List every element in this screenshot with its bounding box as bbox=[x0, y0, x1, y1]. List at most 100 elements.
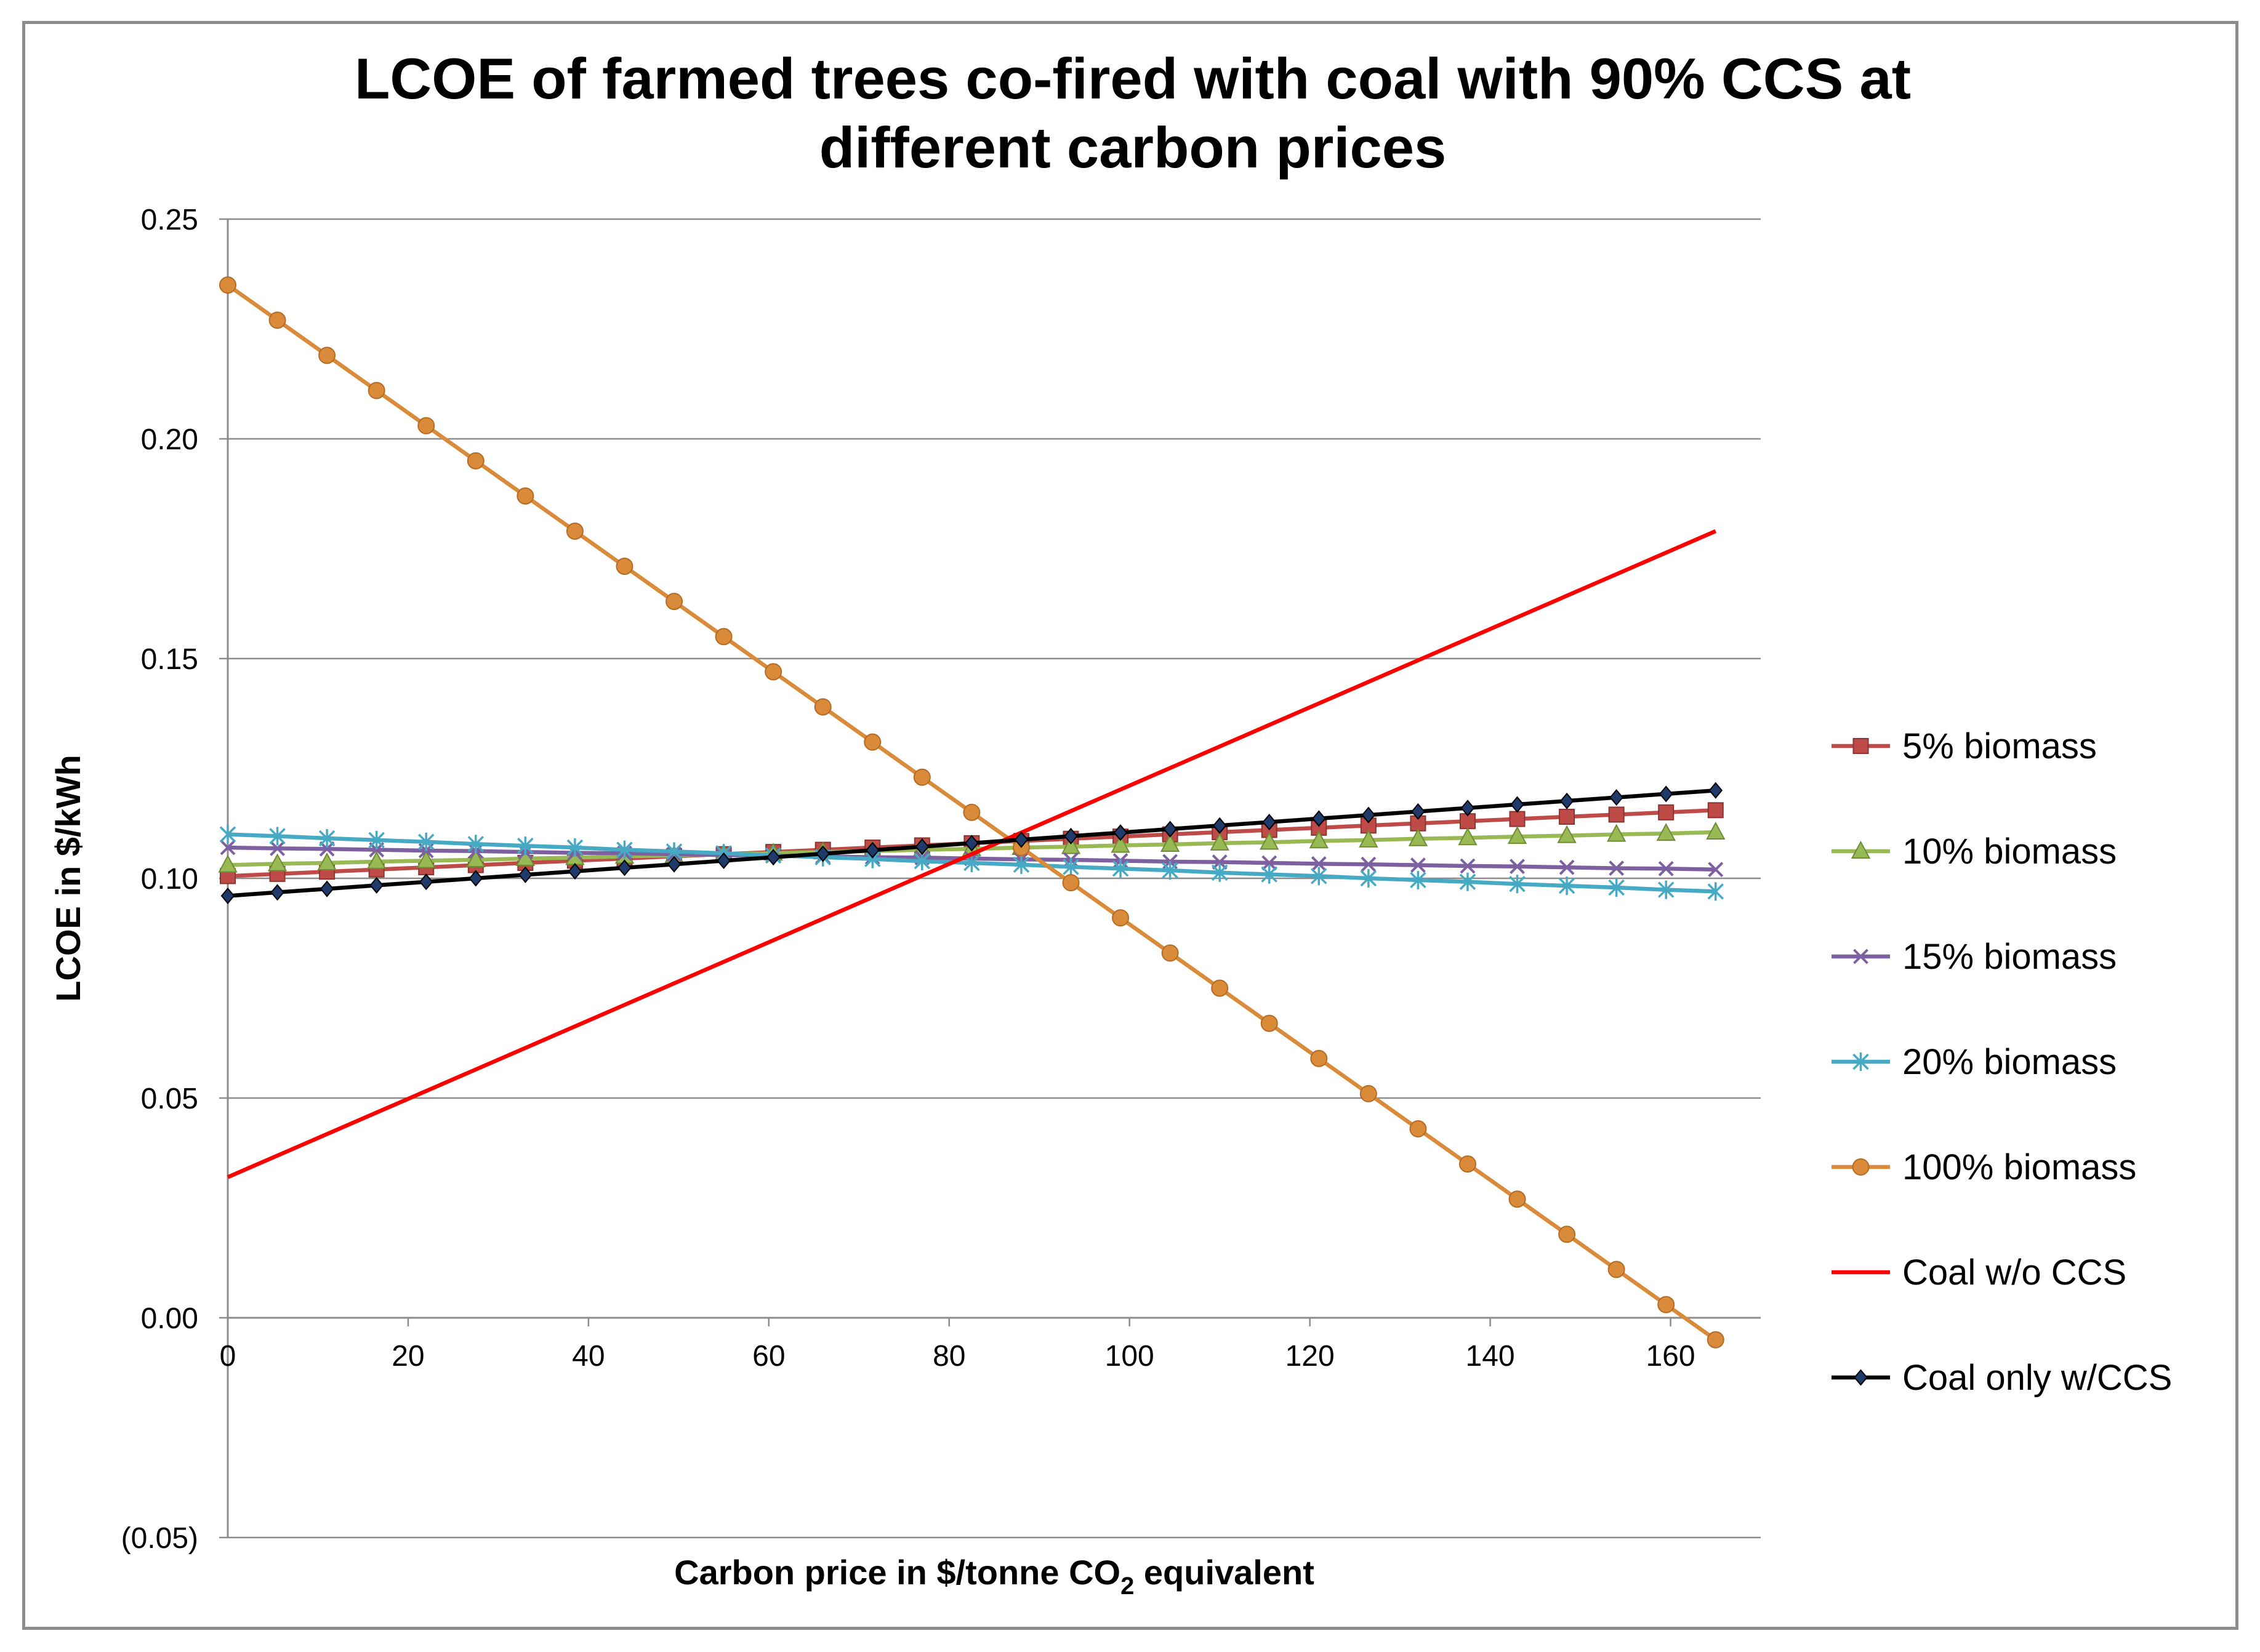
data-point-100pct-biomass bbox=[1558, 1225, 1576, 1243]
data-point-20pct-biomass bbox=[1707, 882, 1724, 901]
x-tick-label: 140 bbox=[1466, 1340, 1515, 1373]
legend-marker bbox=[1851, 840, 1871, 859]
data-point-10pct-biomass bbox=[1507, 826, 1527, 844]
data-point-100pct-biomass bbox=[467, 452, 485, 470]
data-point-coal-only-w-ccs bbox=[468, 870, 483, 887]
x-tick-label: 40 bbox=[572, 1340, 605, 1373]
legend-item-15pct-biomass: 15% biomass bbox=[1832, 937, 2117, 977]
data-point-100pct-biomass bbox=[1062, 874, 1080, 892]
chart-title-line-1: LCOE of farmed trees co-fired with coal … bbox=[355, 46, 1911, 111]
data-point-100pct-biomass bbox=[517, 487, 534, 505]
data-point-10pct-biomass bbox=[416, 850, 436, 868]
data-point-100pct-biomass bbox=[913, 768, 931, 786]
data-point-100pct-biomass bbox=[864, 733, 882, 751]
data-point-20pct-biomass bbox=[1459, 872, 1476, 891]
legend-label: 100% biomass bbox=[1902, 1147, 2136, 1187]
data-point-coal-only-w-ccs bbox=[816, 845, 830, 862]
data-point-coal-only-w-ccs bbox=[1064, 827, 1078, 845]
data-point-100pct-biomass bbox=[765, 663, 782, 681]
y-axis-title: LCOE in $/kWh bbox=[49, 755, 87, 1001]
data-point-coal-only-w-ccs bbox=[320, 880, 334, 897]
data-point-20pct-biomass bbox=[1013, 855, 1030, 874]
data-point-10pct-biomass bbox=[1706, 821, 1726, 840]
data-point-10pct-biomass bbox=[1359, 829, 1378, 848]
data-point-coal-only-w-ccs bbox=[1262, 814, 1277, 831]
data-point-20pct-biomass bbox=[1261, 865, 1277, 884]
legend-label: 10% biomass bbox=[1902, 832, 2117, 872]
data-point-20pct-biomass bbox=[1410, 870, 1426, 889]
data-point-20pct-biomass bbox=[1063, 857, 1079, 876]
series-coal-w-o-ccs bbox=[227, 529, 1717, 1179]
series-line-coal-w-o-ccs bbox=[227, 529, 1717, 1179]
legend-label: 5% biomass bbox=[1902, 726, 2097, 766]
data-point-15pct-biomass bbox=[1510, 859, 1525, 875]
data-point-coal-only-w-ccs bbox=[1212, 817, 1227, 834]
data-point-15pct-biomass bbox=[1261, 855, 1277, 871]
data-point-100pct-biomass bbox=[666, 593, 683, 611]
data-point-20pct-biomass bbox=[616, 840, 633, 859]
data-point-100pct-biomass bbox=[1211, 979, 1229, 997]
x-axis-title-suffix: equivalent bbox=[1134, 1553, 1314, 1592]
data-point-20pct-biomass bbox=[1657, 880, 1675, 899]
data-point-100pct-biomass bbox=[963, 803, 981, 821]
data-point-20pct-biomass bbox=[1112, 859, 1129, 878]
data-point-20pct-biomass bbox=[269, 827, 286, 846]
data-point-coal-only-w-ccs bbox=[1510, 796, 1524, 813]
data-point-coal-only-w-ccs bbox=[270, 884, 284, 901]
data-point-100pct-biomass bbox=[1310, 1049, 1328, 1067]
x-axis-title: Carbon price in $/tonne CO2 equivalent bbox=[674, 1553, 1314, 1600]
data-point-coal-only-w-ccs bbox=[419, 873, 433, 891]
legend-label: 20% biomass bbox=[1902, 1042, 2117, 1082]
y-tick-label: 0.10 bbox=[141, 863, 198, 896]
data-point-15pct-biomass bbox=[1609, 860, 1625, 876]
data-point-20pct-biomass bbox=[1162, 861, 1178, 880]
legend-item-coal-only-w-ccs: Coal only w/CCS bbox=[1832, 1358, 2172, 1398]
data-point-20pct-biomass bbox=[368, 830, 385, 849]
data-point-20pct-biomass bbox=[517, 836, 534, 856]
y-axis-ticks: 0.25 0.20 0.15 0.10 0.05 0.00 (0.05) bbox=[121, 204, 228, 1555]
data-point-5pct-biomass bbox=[1658, 804, 1675, 820]
legend-item-coal-w-o-ccs: Coal w/o CCS bbox=[1832, 1253, 2126, 1293]
legend-label: Coal only w/CCS bbox=[1902, 1358, 2172, 1398]
data-point-100pct-biomass bbox=[219, 276, 236, 294]
data-point-20pct-biomass bbox=[1558, 876, 1575, 896]
x-axis-ticks: 0 20 40 60 80 100 120 140 160 bbox=[220, 1318, 1695, 1373]
legend-item-10pct-biomass: 10% biomass bbox=[1832, 832, 2117, 872]
data-point-15pct-biomass bbox=[1658, 860, 1674, 876]
data-point-10pct-biomass bbox=[1656, 823, 1676, 841]
data-point-20pct-biomass bbox=[417, 832, 435, 851]
data-point-10pct-biomass bbox=[317, 852, 337, 871]
data-point-20pct-biomass bbox=[914, 852, 931, 871]
data-point-10pct-biomass bbox=[218, 854, 238, 873]
data-point-100pct-biomass bbox=[1161, 944, 1179, 962]
data-point-15pct-biomass bbox=[1708, 862, 1724, 878]
data-point-coal-only-w-ccs bbox=[667, 856, 682, 873]
data-point-10pct-biomass bbox=[1309, 830, 1329, 849]
x-tick-label: 0 bbox=[220, 1340, 236, 1373]
x-axis-title-prefix: Carbon price in $/tonne CO bbox=[674, 1553, 1120, 1592]
legend-item-100pct-biomass: 100% biomass bbox=[1832, 1147, 2136, 1187]
data-point-coal-only-w-ccs bbox=[617, 859, 632, 876]
data-point-coal-only-w-ccs bbox=[220, 887, 235, 905]
data-point-5pct-biomass bbox=[1509, 811, 1526, 827]
data-point-5pct-biomass bbox=[1608, 806, 1625, 823]
data-point-15pct-biomass bbox=[220, 840, 236, 856]
series-layer bbox=[218, 276, 1726, 1349]
legend-marker bbox=[1854, 1369, 1868, 1386]
series-coal-only-w-ccs bbox=[220, 782, 1723, 905]
data-point-100pct-biomass bbox=[368, 382, 385, 399]
data-point-15pct-biomass bbox=[1410, 857, 1426, 873]
data-point-coal-only-w-ccs bbox=[568, 863, 582, 880]
data-point-10pct-biomass bbox=[1557, 825, 1577, 843]
data-point-100pct-biomass bbox=[417, 417, 435, 435]
data-point-coal-only-w-ccs bbox=[717, 852, 731, 870]
data-point-coal-only-w-ccs bbox=[865, 841, 880, 859]
x-axis-title-subscript: 2 bbox=[1120, 1573, 1134, 1600]
data-point-coal-only-w-ccs bbox=[766, 849, 781, 866]
data-point-100pct-biomass bbox=[1657, 1296, 1675, 1313]
data-point-100pct-biomass bbox=[715, 628, 733, 646]
data-point-100pct-biomass bbox=[814, 698, 832, 716]
data-point-coal-only-w-ccs bbox=[1708, 782, 1723, 799]
data-point-10pct-biomass bbox=[466, 849, 486, 868]
data-point-coal-only-w-ccs bbox=[1609, 789, 1623, 806]
